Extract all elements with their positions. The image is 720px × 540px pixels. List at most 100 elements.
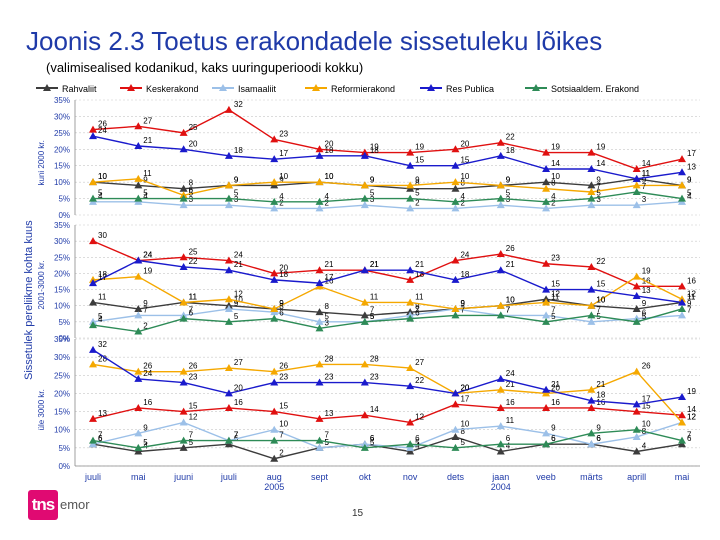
data-point-2-4-9 [496,374,505,382]
data-label-1-5-4: 6 [279,309,284,318]
data-point-1-5-7 [406,314,415,322]
data-point-2-5-7 [406,440,415,448]
data-point-2-5-1 [134,443,143,451]
data-label-1-1-1: 24 [143,251,152,260]
data-label-0-4-7: 15 [415,156,424,165]
data-label-1-0-6: 7 [370,305,375,314]
data-label-2-1-12: 15 [642,402,651,411]
data-point-0-4-13 [678,168,686,176]
data-point-2-2-6 [360,440,369,448]
y-tick-2-4: 20% [54,389,70,398]
data-label-0-0-10: 10 [551,172,560,181]
data-label-1-0-10: 12 [551,289,560,298]
data-point-0-0-8 [451,184,460,192]
y-tick-1-5: 25% [54,253,70,262]
data-point-2-2-5 [315,443,324,451]
data-point-2-4-0 [89,345,97,353]
data-label-2-4-10: 21 [551,380,560,389]
data-label-1-2-6: 5 [370,312,375,321]
data-point-0-3-11 [587,188,596,195]
data-label-1-4-10: 15 [551,280,560,289]
data-point-0-5-7 [406,194,415,202]
data-label-2-2-13: 12 [687,412,696,421]
data-label-1-1-6: 21 [370,260,379,269]
data-point-1-0-1 [134,304,143,312]
legend-marker-3 [312,84,320,91]
data-label-2-5-4: 7 [279,431,284,440]
data-point-0-3-12 [632,181,641,189]
series-line-0-0 [92,178,683,190]
data-label-0-0-1: 9 [143,175,148,184]
data-label-0-4-1: 21 [143,136,152,145]
x-tick-line: mai [675,472,690,482]
data-label-1-1-11: 22 [596,257,605,266]
data-point-0-1-10 [542,148,551,156]
data-point-2-0-13 [678,440,686,448]
data-point-2-3-4 [270,367,279,375]
data-label-2-1-4: 15 [279,402,288,411]
data-point-1-3-6 [360,298,369,306]
data-point-2-4-5 [315,378,324,386]
data-label-0-3-12: 9 [642,175,647,184]
data-label-1-4-7: 21 [415,260,424,269]
series-line-1-1 [92,240,682,288]
data-point-0-2-8 [451,204,460,212]
data-label-0-3-7: 9 [415,175,420,184]
data-point-1-1-11 [587,262,596,270]
data-label-2-2-4: 10 [279,420,288,429]
data-point-2-1-1 [134,403,143,411]
data-point-1-5-9 [496,311,505,319]
legend-marker-4 [427,84,435,91]
data-label-2-4-4: 23 [279,373,288,382]
data-label-0-2-11: 3 [596,195,601,204]
data-label-0-2-6: 3 [370,195,375,204]
data-label-1-5-11: 7 [596,305,601,314]
data-point-0-2-5 [315,204,324,212]
data-point-0-1-4 [270,135,279,143]
data-label-0-5-0: 5 [98,189,103,198]
data-label-1-1-8: 24 [460,251,469,260]
x-tick-line: sept [311,472,329,482]
data-label-0-1-1: 27 [143,116,152,125]
data-label-0-3-11: 7 [596,182,601,191]
data-label-1-0-4: 9 [279,299,284,308]
legend-label-4: Res Publica [446,84,494,94]
data-label-0-5-12: 7 [642,182,647,191]
data-label-1-1-3: 24 [234,251,243,260]
y-tick-1-4: 20% [54,269,70,278]
data-point-0-1-2 [179,128,188,136]
data-point-2-5-11 [587,429,596,437]
data-label-2-5-10: 6 [551,434,556,443]
data-point-0-1-8 [451,145,460,153]
data-point-0-1-3 [224,105,233,113]
series-line-0-2 [93,201,683,210]
panel-label-0: kuni 2000 kr. [37,140,46,185]
data-point-2-3-13 [678,418,686,426]
data-label-0-0-9: 9 [506,175,511,184]
data-point-0-0-10 [542,178,551,186]
data-label-2-3-8: 20 [460,383,469,392]
x-tick-2: juuni [173,472,193,482]
data-point-2-2-0 [89,440,97,448]
data-point-0-4-6 [360,151,369,159]
data-label-0-4-3: 18 [234,146,243,155]
data-point-1-3-3 [224,295,233,303]
data-point-2-1-9 [496,403,505,411]
data-label-2-1-6: 14 [370,405,379,414]
data-point-0-5-2 [179,194,188,202]
data-point-2-2-1 [134,429,143,437]
data-point-1-0-6 [360,311,369,319]
data-point-1-5-2 [179,314,188,322]
data-point-0-1-1 [134,122,143,130]
data-label-0-4-4: 17 [279,149,288,158]
data-label-0-4-12: 11 [642,169,651,178]
data-point-0-5-11 [587,194,596,202]
data-label-1-4-9: 21 [506,260,515,269]
y-tick-1-6: 30% [54,237,70,246]
data-point-2-1-2 [179,407,188,415]
data-point-2-5-10 [542,440,551,448]
data-point-2-0-1 [134,447,143,455]
data-point-0-2-12 [632,201,641,209]
data-point-1-3-10 [542,298,551,306]
data-point-1-3-12 [632,272,641,280]
